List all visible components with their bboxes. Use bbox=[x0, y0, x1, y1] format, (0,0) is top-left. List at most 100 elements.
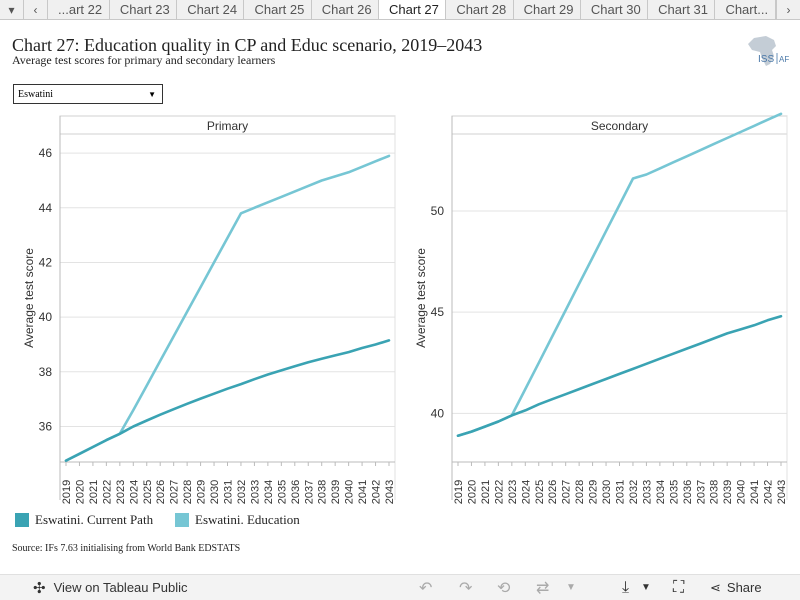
x-tick-label-secondary: 2038 bbox=[709, 480, 721, 504]
x-tick-label-secondary: 2041 bbox=[749, 480, 761, 504]
x-tick-label-secondary: 2032 bbox=[628, 480, 640, 504]
y-tick-label-secondary: 50 bbox=[431, 204, 445, 218]
x-tick-label-secondary: 2026 bbox=[547, 480, 559, 504]
country-filter-dropdown[interactable]: Eswatini ▼ bbox=[13, 84, 163, 104]
x-tick-label-primary: 2029 bbox=[196, 480, 208, 504]
x-tick-label-primary: 2026 bbox=[155, 480, 167, 504]
x-tick-label-primary: 2028 bbox=[182, 480, 194, 504]
y-tick-label-secondary: 45 bbox=[431, 305, 445, 319]
y-tick-label-primary: 46 bbox=[39, 146, 53, 160]
x-tick-label-secondary: 2035 bbox=[668, 480, 680, 504]
series-line-primary-education bbox=[64, 154, 391, 462]
x-tick-label-secondary: 2037 bbox=[695, 480, 707, 504]
x-tick-label-secondary: 2027 bbox=[561, 480, 573, 504]
y-tick-label-primary: 38 bbox=[39, 365, 53, 379]
tab-scroll-left-icon[interactable]: ‹ bbox=[24, 0, 48, 19]
legend-swatch-education bbox=[175, 513, 189, 527]
x-tick-label-primary: 2033 bbox=[249, 480, 261, 504]
revert-icon[interactable]: ⟲ bbox=[497, 579, 511, 597]
download-icon[interactable]: ⤓ bbox=[622, 578, 630, 596]
view-on-tableau-link[interactable]: ✣ View on Tableau Public bbox=[33, 579, 188, 597]
svg-text:AF: AF bbox=[779, 55, 789, 64]
x-tick-label-secondary: 2030 bbox=[601, 480, 613, 504]
x-tick-label-primary: 2025 bbox=[142, 480, 154, 504]
refresh-icon[interactable]: ⇄ bbox=[536, 579, 550, 597]
legend-label-education: Eswatini. Education bbox=[195, 512, 300, 527]
redo-icon[interactable]: ↷ bbox=[459, 579, 473, 597]
undo-icon[interactable]: ↶ bbox=[419, 579, 433, 597]
x-tick-label-secondary: 2024 bbox=[520, 480, 532, 504]
tab-6[interactable]: Chart 28 bbox=[446, 0, 514, 19]
legend-label-current-path: Eswatini. Current Path bbox=[35, 512, 154, 527]
svg-text:ISS: ISS bbox=[758, 54, 774, 65]
y-tick-label-secondary: 40 bbox=[431, 406, 445, 420]
iss-africa-logo: ISS AF bbox=[748, 36, 789, 66]
x-tick-label-primary: 2030 bbox=[209, 480, 221, 504]
share-icon: ⋖ bbox=[710, 579, 721, 595]
x-tick-label-primary: 2021 bbox=[88, 480, 100, 504]
x-tick-label-secondary: 2023 bbox=[507, 480, 519, 504]
tab-0[interactable]: ...art 22 bbox=[48, 0, 110, 19]
x-tick-label-primary: 2041 bbox=[357, 480, 369, 504]
panel-title-primary: Primary bbox=[207, 119, 248, 133]
x-tick-label-primary: 2036 bbox=[290, 480, 302, 504]
x-tick-label-secondary: 2043 bbox=[776, 480, 788, 504]
download-menu-chevron-icon[interactable]: ▼ bbox=[641, 582, 651, 593]
series-line-primary-current-path bbox=[64, 339, 391, 462]
x-tick-label-secondary: 2039 bbox=[722, 480, 734, 504]
source-note: Source: IFs 7.63 initialising from World… bbox=[12, 543, 241, 554]
tab-7[interactable]: Chart 29 bbox=[514, 0, 581, 19]
x-tick-label-secondary: 2028 bbox=[574, 480, 586, 504]
x-tick-label-secondary: 2033 bbox=[641, 480, 653, 504]
x-tick-label-primary: 2031 bbox=[223, 480, 235, 504]
chevron-down-icon: ▼ bbox=[148, 89, 156, 99]
tab-8[interactable]: Chart 30 bbox=[581, 0, 649, 19]
x-tick-label-primary: 2022 bbox=[101, 480, 113, 504]
x-tick-label-secondary: 2019 bbox=[453, 480, 465, 504]
x-tick-label-primary: 2034 bbox=[263, 480, 275, 504]
fullscreen-icon[interactable]: ⛶ bbox=[673, 578, 685, 596]
x-tick-label-primary: 2038 bbox=[317, 480, 329, 504]
refresh-menu-chevron-icon[interactable]: ▼ bbox=[566, 582, 576, 593]
y-tick-label-primary: 44 bbox=[39, 201, 53, 215]
x-tick-label-primary: 2027 bbox=[169, 480, 181, 504]
x-tick-label-secondary: 2021 bbox=[480, 480, 492, 504]
x-tick-label-secondary: 2022 bbox=[493, 480, 505, 504]
x-tick-label-secondary: 2036 bbox=[682, 480, 694, 504]
x-tick-label-primary: 2037 bbox=[303, 480, 315, 504]
share-button[interactable]: ⋖ Share bbox=[710, 580, 762, 596]
y-tick-label-primary: 36 bbox=[39, 419, 53, 433]
tab-4[interactable]: Chart 26 bbox=[312, 0, 380, 19]
x-tick-label-primary: 2023 bbox=[115, 480, 127, 504]
tab-2[interactable]: Chart 24 bbox=[177, 0, 245, 19]
tab-scroll-menu-icon[interactable]: ▾ bbox=[0, 0, 24, 19]
footer-toolbar: ✣ View on Tableau Public ↶ ↷ ⟲ ⇄ ▼ ⤓ ▼ ⛶… bbox=[0, 574, 800, 600]
tab-10[interactable]: Chart... bbox=[715, 0, 776, 19]
x-tick-label-secondary: 2029 bbox=[588, 480, 600, 504]
tab-1[interactable]: Chart 23 bbox=[110, 0, 178, 19]
x-tick-label-primary: 2040 bbox=[344, 480, 356, 504]
tab-3[interactable]: Chart 25 bbox=[244, 0, 312, 19]
legend-item-education[interactable]: Eswatini. Education bbox=[175, 512, 300, 528]
x-tick-label-secondary: 2025 bbox=[534, 480, 546, 504]
x-tick-label-primary: 2035 bbox=[276, 480, 288, 504]
panel-title-secondary: Secondary bbox=[591, 119, 648, 133]
page-title: Chart 27: Education quality in CP and Ed… bbox=[12, 35, 483, 55]
series-line-secondary-education bbox=[456, 112, 783, 438]
legend-item-current-path[interactable]: Eswatini. Current Path bbox=[15, 512, 153, 528]
x-tick-label-primary: 2020 bbox=[74, 480, 86, 504]
tab-5[interactable]: Chart 27 bbox=[379, 0, 447, 19]
tab-scroll-right-icon[interactable]: › bbox=[776, 0, 800, 19]
tab-list: ...art 22 Chart 23 Chart 24 Chart 25 Chart 2… bbox=[48, 0, 776, 19]
legend-swatch-current-path bbox=[15, 513, 29, 527]
x-tick-label-primary: 2032 bbox=[236, 480, 248, 504]
x-tick-label-primary: 2042 bbox=[371, 480, 383, 504]
x-tick-label-primary: 2019 bbox=[61, 480, 73, 504]
tab-bar: ▾ ‹ ...art 22 Chart 23 Chart 24 Chart 25 Cha… bbox=[0, 0, 800, 20]
series-line-secondary-current-path bbox=[456, 314, 783, 438]
tableau-logo-icon: ✣ bbox=[33, 579, 46, 597]
x-tick-label-primary: 2024 bbox=[128, 480, 140, 504]
x-tick-label-secondary: 2020 bbox=[466, 480, 478, 504]
tab-9[interactable]: Chart 31 bbox=[648, 0, 716, 19]
